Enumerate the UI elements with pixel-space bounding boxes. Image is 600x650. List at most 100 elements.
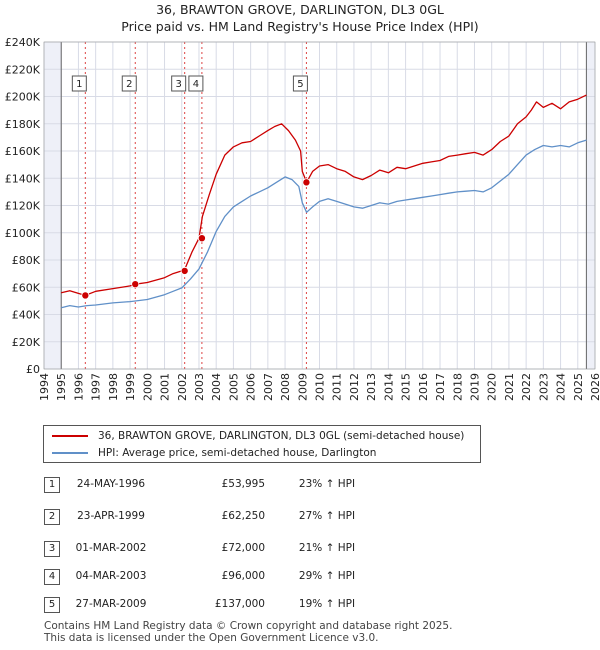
x-tick-label: 2010 xyxy=(314,373,327,401)
plot-border xyxy=(43,41,596,370)
x-tick-label: 2003 xyxy=(193,373,206,401)
legend-swatch-hpi xyxy=(52,452,88,454)
sale-hpi-diff: 27% ↑ HPI xyxy=(298,510,356,522)
y-tick-label: £0 xyxy=(26,363,40,376)
x-tick-label: 2024 xyxy=(555,373,568,401)
table-row: 5 27-MAR-2009 £137,000 19% ↑ HPI xyxy=(0,595,600,615)
x-tick-label: 2001 xyxy=(159,373,172,401)
x-tick-label: 2023 xyxy=(537,373,550,401)
sale-point xyxy=(302,178,311,187)
sale-hpi-diff: 23% ↑ HPI xyxy=(298,478,356,490)
sale-label-text: 4 xyxy=(193,79,199,90)
sale-label-box xyxy=(188,75,204,92)
x-tick-label: 2007 xyxy=(262,373,275,401)
sale-label-text: 2 xyxy=(126,79,132,90)
sale-price: £72,000 xyxy=(221,542,265,554)
footer-copyright: Contains HM Land Registry data © Crown c… xyxy=(44,620,453,632)
y-tick-label: £160K xyxy=(5,145,41,158)
y-tick-label: £180K xyxy=(5,118,41,131)
x-tick-label: 2022 xyxy=(520,373,533,401)
y-tick-label: £140K xyxy=(5,172,41,185)
y-tick-label: £100K xyxy=(5,227,41,240)
sale-number-badge: 2 xyxy=(44,509,60,525)
y-tick-label: £80K xyxy=(12,254,41,267)
x-tick-label: 1997 xyxy=(90,373,103,401)
x-tick-label: 2025 xyxy=(572,373,585,401)
y-tick-label: £120K xyxy=(5,200,41,213)
legend-label-property: 36, BRAWTON GROVE, DARLINGTON, DL3 0GL (… xyxy=(98,430,465,442)
x-tick-label: 2009 xyxy=(296,373,309,401)
sale-point xyxy=(197,234,206,243)
sale-label-text: 5 xyxy=(297,79,303,90)
sale-label-box xyxy=(121,75,137,92)
x-tick-label: 2016 xyxy=(417,373,430,401)
x-tick-label: 2004 xyxy=(210,373,223,401)
sale-price: £96,000 xyxy=(221,570,265,582)
x-tick-label: 2019 xyxy=(468,373,481,401)
x-tick-label: 1999 xyxy=(124,373,137,401)
sale-label-box xyxy=(71,75,87,92)
table-row: 4 04-MAR-2003 £96,000 29% ↑ HPI xyxy=(0,567,600,587)
chart-subtitle: Price paid vs. HM Land Registry's House … xyxy=(121,19,479,34)
x-tick-label: 2002 xyxy=(176,373,189,401)
legend-item-property: 36, BRAWTON GROVE, DARLINGTON, DL3 0GL (… xyxy=(52,428,464,444)
sale-price: £53,995 xyxy=(221,478,265,490)
x-tick-label: 2006 xyxy=(245,373,258,401)
x-tick-label: 2012 xyxy=(348,373,361,401)
x-tick-label: 2020 xyxy=(486,373,499,401)
y-tick-label: £20K xyxy=(12,336,41,349)
sale-number-badge: 1 xyxy=(44,477,60,493)
x-tick-label: 2005 xyxy=(227,373,240,401)
y-tick-label: £60K xyxy=(12,281,41,294)
sale-date: 27-MAR-2009 xyxy=(75,598,147,610)
x-tick-label: 2013 xyxy=(365,373,378,401)
sale-date: 23-APR-1999 xyxy=(77,510,145,522)
sale-date: 24-MAY-1996 xyxy=(76,478,146,490)
price-chart: 1 2 3 4 5 £0 £20K £40K £60K £80K £100K £120K £140K £1… xyxy=(5,36,600,401)
x-tick-label: 2018 xyxy=(451,373,464,401)
sale-label-text: 1 xyxy=(76,79,82,90)
sale-price: £137,000 xyxy=(214,598,265,610)
sale-point xyxy=(81,291,90,300)
x-tick-label: 2017 xyxy=(434,373,447,401)
sale-hpi-diff: 21% ↑ HPI xyxy=(298,542,356,554)
x-tick-label: 2026 xyxy=(589,373,600,401)
sale-label-box xyxy=(292,75,308,92)
y-tick-label: £220K xyxy=(5,63,41,76)
sale-hpi-diff: 19% ↑ HPI xyxy=(298,598,356,610)
sale-number-badge: 3 xyxy=(44,541,60,557)
table-row: 3 01-MAR-2002 £72,000 21% ↑ HPI xyxy=(0,539,600,559)
x-tick-label: 2014 xyxy=(382,373,395,401)
sale-label-box xyxy=(171,75,187,92)
sale-date: 04-MAR-2003 xyxy=(75,570,147,582)
sale-date: 01-MAR-2002 xyxy=(75,542,147,554)
x-tick-label: 1998 xyxy=(107,373,120,401)
x-tick-label: 1994 xyxy=(38,373,51,401)
sale-hpi-diff: 29% ↑ HPI xyxy=(298,570,356,582)
sale-point xyxy=(180,266,189,275)
sale-label-text: 3 xyxy=(175,79,181,90)
footer-licence: This data is licensed under the Open Gov… xyxy=(44,632,379,644)
x-tick-label: 1995 xyxy=(55,373,68,401)
sale-price: £62,250 xyxy=(221,510,265,522)
table-row: 1 24-MAY-1996 £53,995 23% ↑ HPI xyxy=(0,475,600,495)
y-tick-label: £240K xyxy=(5,36,41,49)
x-tick-label: 2000 xyxy=(141,373,154,401)
x-tick-label: 2021 xyxy=(503,373,516,401)
x-tick-label: 2011 xyxy=(331,373,344,401)
sale-point xyxy=(131,280,140,289)
series-line-property xyxy=(61,94,587,297)
y-tick-label: £40K xyxy=(12,309,41,322)
sale-number-badge: 4 xyxy=(44,569,60,585)
legend-label-hpi: HPI: Average price, semi-detached house,… xyxy=(98,447,377,459)
chart-legend: 36, BRAWTON GROVE, DARLINGTON, DL3 0GL (… xyxy=(43,425,481,463)
y-tick-label: £200K xyxy=(5,91,41,104)
legend-item-hpi: HPI: Average price, semi-detached house,… xyxy=(52,445,376,461)
table-row: 2 23-APR-1999 £62,250 27% ↑ HPI xyxy=(0,507,600,527)
sale-number-badge: 5 xyxy=(44,597,60,613)
legend-swatch-property xyxy=(52,435,88,437)
x-tick-label: 2015 xyxy=(400,373,413,401)
series-line-hpi xyxy=(61,139,587,309)
chart-title: 36, BRAWTON GROVE, DARLINGTON, DL3 0GL xyxy=(156,2,444,17)
x-tick-label: 1996 xyxy=(72,373,85,401)
